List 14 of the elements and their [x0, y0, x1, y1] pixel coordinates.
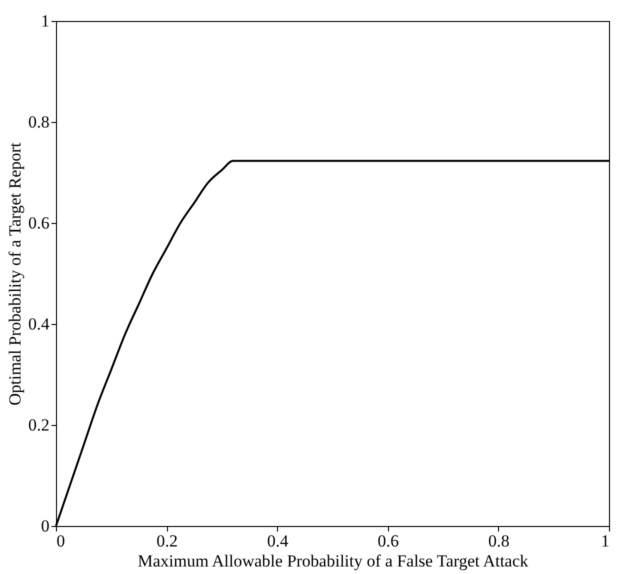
y-axis-title: Optimal Probability of a Target Report [5, 142, 24, 406]
y-tick-label: 0 [41, 516, 50, 536]
y-tick-label: 0.8 [28, 112, 50, 132]
x-tick-label: 0.2 [156, 532, 178, 550]
x-axis-title: Maximum Allowable Probability of a False Target Attack [138, 552, 529, 570]
x-tick-label: 0.4 [267, 532, 289, 550]
y-tick-label: 0.6 [28, 214, 50, 232]
x-tick-label: 0.8 [488, 532, 510, 550]
x-tick-label: 1 [601, 532, 610, 550]
y-tick-label: 1 [41, 12, 50, 30]
y-tick-label: 0.2 [28, 416, 50, 434]
x-tick-label: 0 [56, 532, 65, 550]
y-tick-label: 0.4 [28, 314, 50, 334]
x-tick-label: 0.6 [378, 532, 399, 550]
